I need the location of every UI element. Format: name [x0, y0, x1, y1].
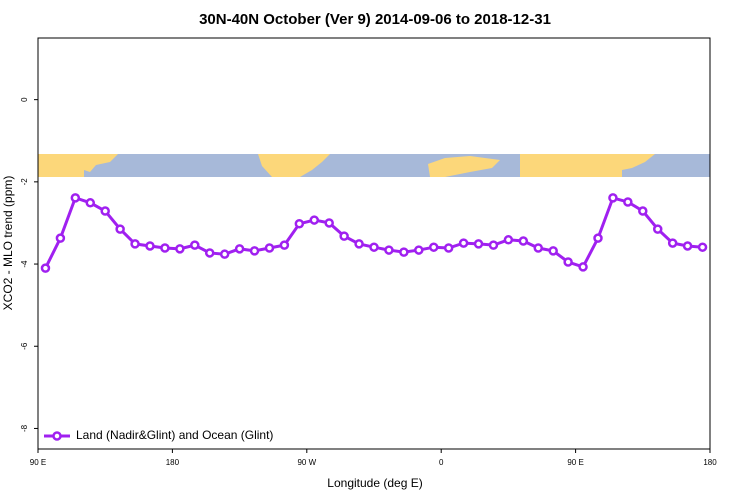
data-point: [384, 245, 394, 255]
x-tick-label: 90 E: [567, 458, 583, 467]
data-point: [443, 243, 454, 253]
data-point: [339, 231, 349, 241]
data-point: [473, 239, 484, 249]
x-tick-label: 180: [703, 458, 717, 467]
data-point: [608, 193, 618, 203]
data-point: [548, 246, 558, 256]
y-tick-label: 0: [20, 97, 29, 102]
data-point: [249, 246, 260, 256]
data-point: [145, 241, 155, 251]
data-point: [279, 240, 290, 250]
data-point: [563, 257, 573, 267]
data-point: [40, 263, 51, 273]
data-point: [85, 198, 96, 208]
data-point: [324, 218, 334, 228]
data-point: [354, 239, 364, 249]
data-point: [100, 206, 110, 216]
y-tick-label: -8: [20, 424, 29, 432]
data-point: [234, 244, 245, 254]
data-point: [667, 238, 678, 248]
x-tick-label: 180: [166, 458, 180, 467]
data-point: [190, 240, 200, 250]
data-point: [458, 238, 469, 248]
data-point: [503, 235, 514, 245]
data-point: [219, 249, 230, 259]
data-point: [264, 243, 275, 253]
y-tick-label: -2: [20, 178, 29, 186]
series-line: [44, 196, 703, 269]
y-tick-label: -4: [20, 260, 29, 268]
data-point: [697, 242, 708, 252]
y-tick-label: -6: [20, 342, 29, 350]
data-point: [488, 240, 499, 250]
data-point: [623, 197, 633, 207]
y-axis-label: XCO2 - MLO trend (ppm): [1, 176, 15, 311]
data-point: [652, 224, 663, 234]
data-point: [55, 233, 66, 243]
data-point: [115, 224, 125, 234]
data-point: [70, 193, 81, 203]
data-point: [518, 236, 529, 246]
data-point: [638, 206, 648, 216]
data-point: [399, 247, 409, 257]
data-point: [160, 243, 170, 253]
data-point: [428, 242, 439, 252]
data-point: [175, 244, 185, 254]
x-axis-label: Longitude (deg E): [327, 476, 422, 490]
data-point: [578, 262, 588, 272]
data-point: [309, 215, 320, 225]
plot-frame: [37, 37, 711, 450]
map-strip: [38, 154, 710, 177]
data-point: [593, 233, 603, 243]
data-point: [682, 241, 693, 251]
legend-marker: [52, 431, 62, 441]
x-tick-label: 90 W: [297, 458, 316, 467]
chart-title: 30N-40N October (Ver 9) 2014-09-06 to 20…: [199, 11, 551, 28]
legend-label: Land (Nadir&Glint) and Ocean (Glint): [76, 428, 273, 442]
data-point: [369, 242, 379, 252]
x-tick-label: 90 E: [30, 458, 46, 467]
x-tick-label: 0: [439, 458, 444, 467]
data-point: [533, 243, 544, 253]
data-point: [204, 248, 215, 258]
data-point: [130, 239, 140, 249]
data-point: [414, 245, 424, 255]
data-point: [294, 219, 305, 229]
